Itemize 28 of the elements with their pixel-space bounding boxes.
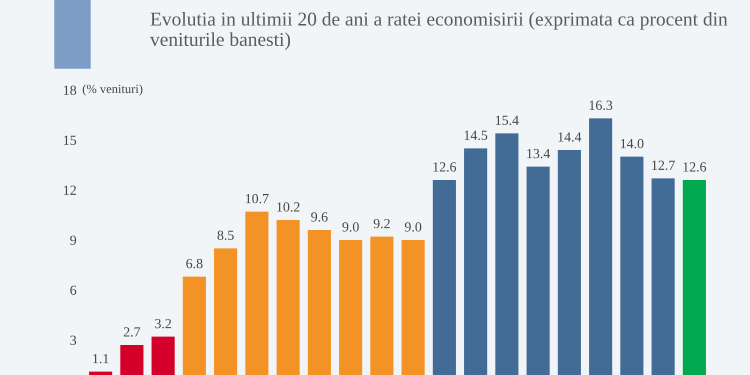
data-label: 8.5 <box>217 230 234 240</box>
data-label: 10.2 <box>277 202 300 212</box>
data-label: 14.0 <box>620 138 644 148</box>
data-label: 12.6 <box>433 162 456 172</box>
chart-title: Evolutia in ultimii 20 de ani a ratei economisirii (exprimata ca procent din veniturile banesti) <box>150 12 728 50</box>
y-tick-label: 6 <box>70 286 76 295</box>
data-label: 12.6 <box>683 162 706 172</box>
data-label: 9.6 <box>311 212 328 222</box>
data-label: 16.3 <box>590 100 612 110</box>
data-label: 9.0 <box>404 222 422 232</box>
y-axis-title: (% venituri) <box>82 84 142 96</box>
data-label: 14.5 <box>464 130 488 140</box>
data-label: 9.0 <box>342 222 359 232</box>
y-tick-label: 9 <box>70 236 76 245</box>
data-label: 15.4 <box>496 116 519 126</box>
data-label: 14.4 <box>558 132 582 142</box>
y-tick-label: 18 <box>64 86 76 95</box>
y-tick-label: 12 <box>64 186 76 195</box>
data-label: 1.1 <box>93 354 108 364</box>
data-label: 10.7 <box>246 194 269 204</box>
y-tick-label: 15 <box>64 136 76 145</box>
data-label: 3.2 <box>155 318 172 328</box>
data-label: 2.7 <box>124 327 140 337</box>
y-tick-label: 3 <box>70 336 76 345</box>
data-label: 12.7 <box>652 160 675 170</box>
data-label: 6.8 <box>186 258 203 268</box>
data-label: 9.2 <box>374 218 390 228</box>
data-label: 13.4 <box>527 148 550 158</box>
